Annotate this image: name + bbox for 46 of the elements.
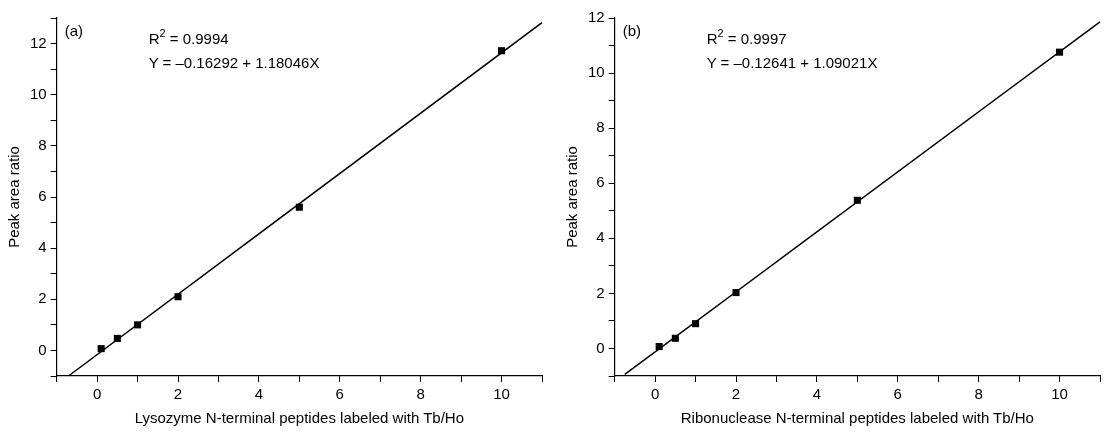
y-tick-label: 8 [596, 118, 605, 136]
y-axis-title: Peak area ratio [563, 146, 581, 248]
point [1056, 48, 1064, 56]
y-tick-label: 12 [588, 8, 605, 26]
point [174, 293, 182, 301]
x-tick-label: 2 [731, 385, 741, 403]
y-tick-label: 0 [38, 340, 47, 358]
y-tick-label: 10 [30, 84, 47, 102]
y-tick-label: 4 [38, 238, 47, 256]
y-tick-label: 2 [38, 289, 47, 307]
x-tick-label: 0 [650, 385, 660, 403]
x-tick-label: 10 [1051, 385, 1068, 403]
annotation: Y = –0.12641 + 1.09021X [706, 54, 878, 71]
point [134, 321, 142, 329]
point [113, 334, 121, 342]
y-tick-label: 0 [596, 338, 605, 356]
y-tick-label: 6 [596, 173, 605, 191]
annotation: (b) [622, 22, 642, 39]
point [732, 289, 740, 297]
y-tick-label: 12 [30, 33, 47, 51]
y-tick-label: 2 [596, 283, 605, 301]
x-axis-title: Ribonuclease N-terminal peptides labeled with Tb/Ho [680, 409, 1034, 427]
y-tick-label: 4 [596, 228, 605, 246]
point [692, 320, 700, 328]
annotation: (a) [64, 22, 84, 39]
point [853, 196, 861, 204]
annotation: Y = –0.16292 + 1.18046X [148, 54, 320, 71]
x-tick-label: 8 [416, 385, 425, 403]
point [655, 343, 663, 351]
y-tick-label: 8 [38, 136, 47, 153]
x-tick-label: 4 [812, 385, 822, 403]
y-tick-label: 6 [38, 187, 47, 205]
point [671, 334, 679, 342]
y-tick-label: 10 [588, 63, 605, 81]
x-tick-label: 10 [493, 385, 510, 403]
point [97, 345, 105, 353]
x-tick-label: 8 [974, 385, 983, 403]
x-axis-title: Lysozyme N-terminal peptides labeled with Tb/Ho [134, 409, 465, 427]
x-tick-label: 6 [335, 385, 344, 403]
x-tick-label: 0 [92, 385, 102, 403]
x-tick-label: 4 [254, 385, 264, 403]
point [498, 47, 506, 55]
y-axis-title: Peak area ratio [5, 146, 23, 248]
x-tick-label: 2 [173, 385, 183, 403]
x-tick-label: 6 [893, 385, 902, 403]
point [295, 203, 303, 211]
